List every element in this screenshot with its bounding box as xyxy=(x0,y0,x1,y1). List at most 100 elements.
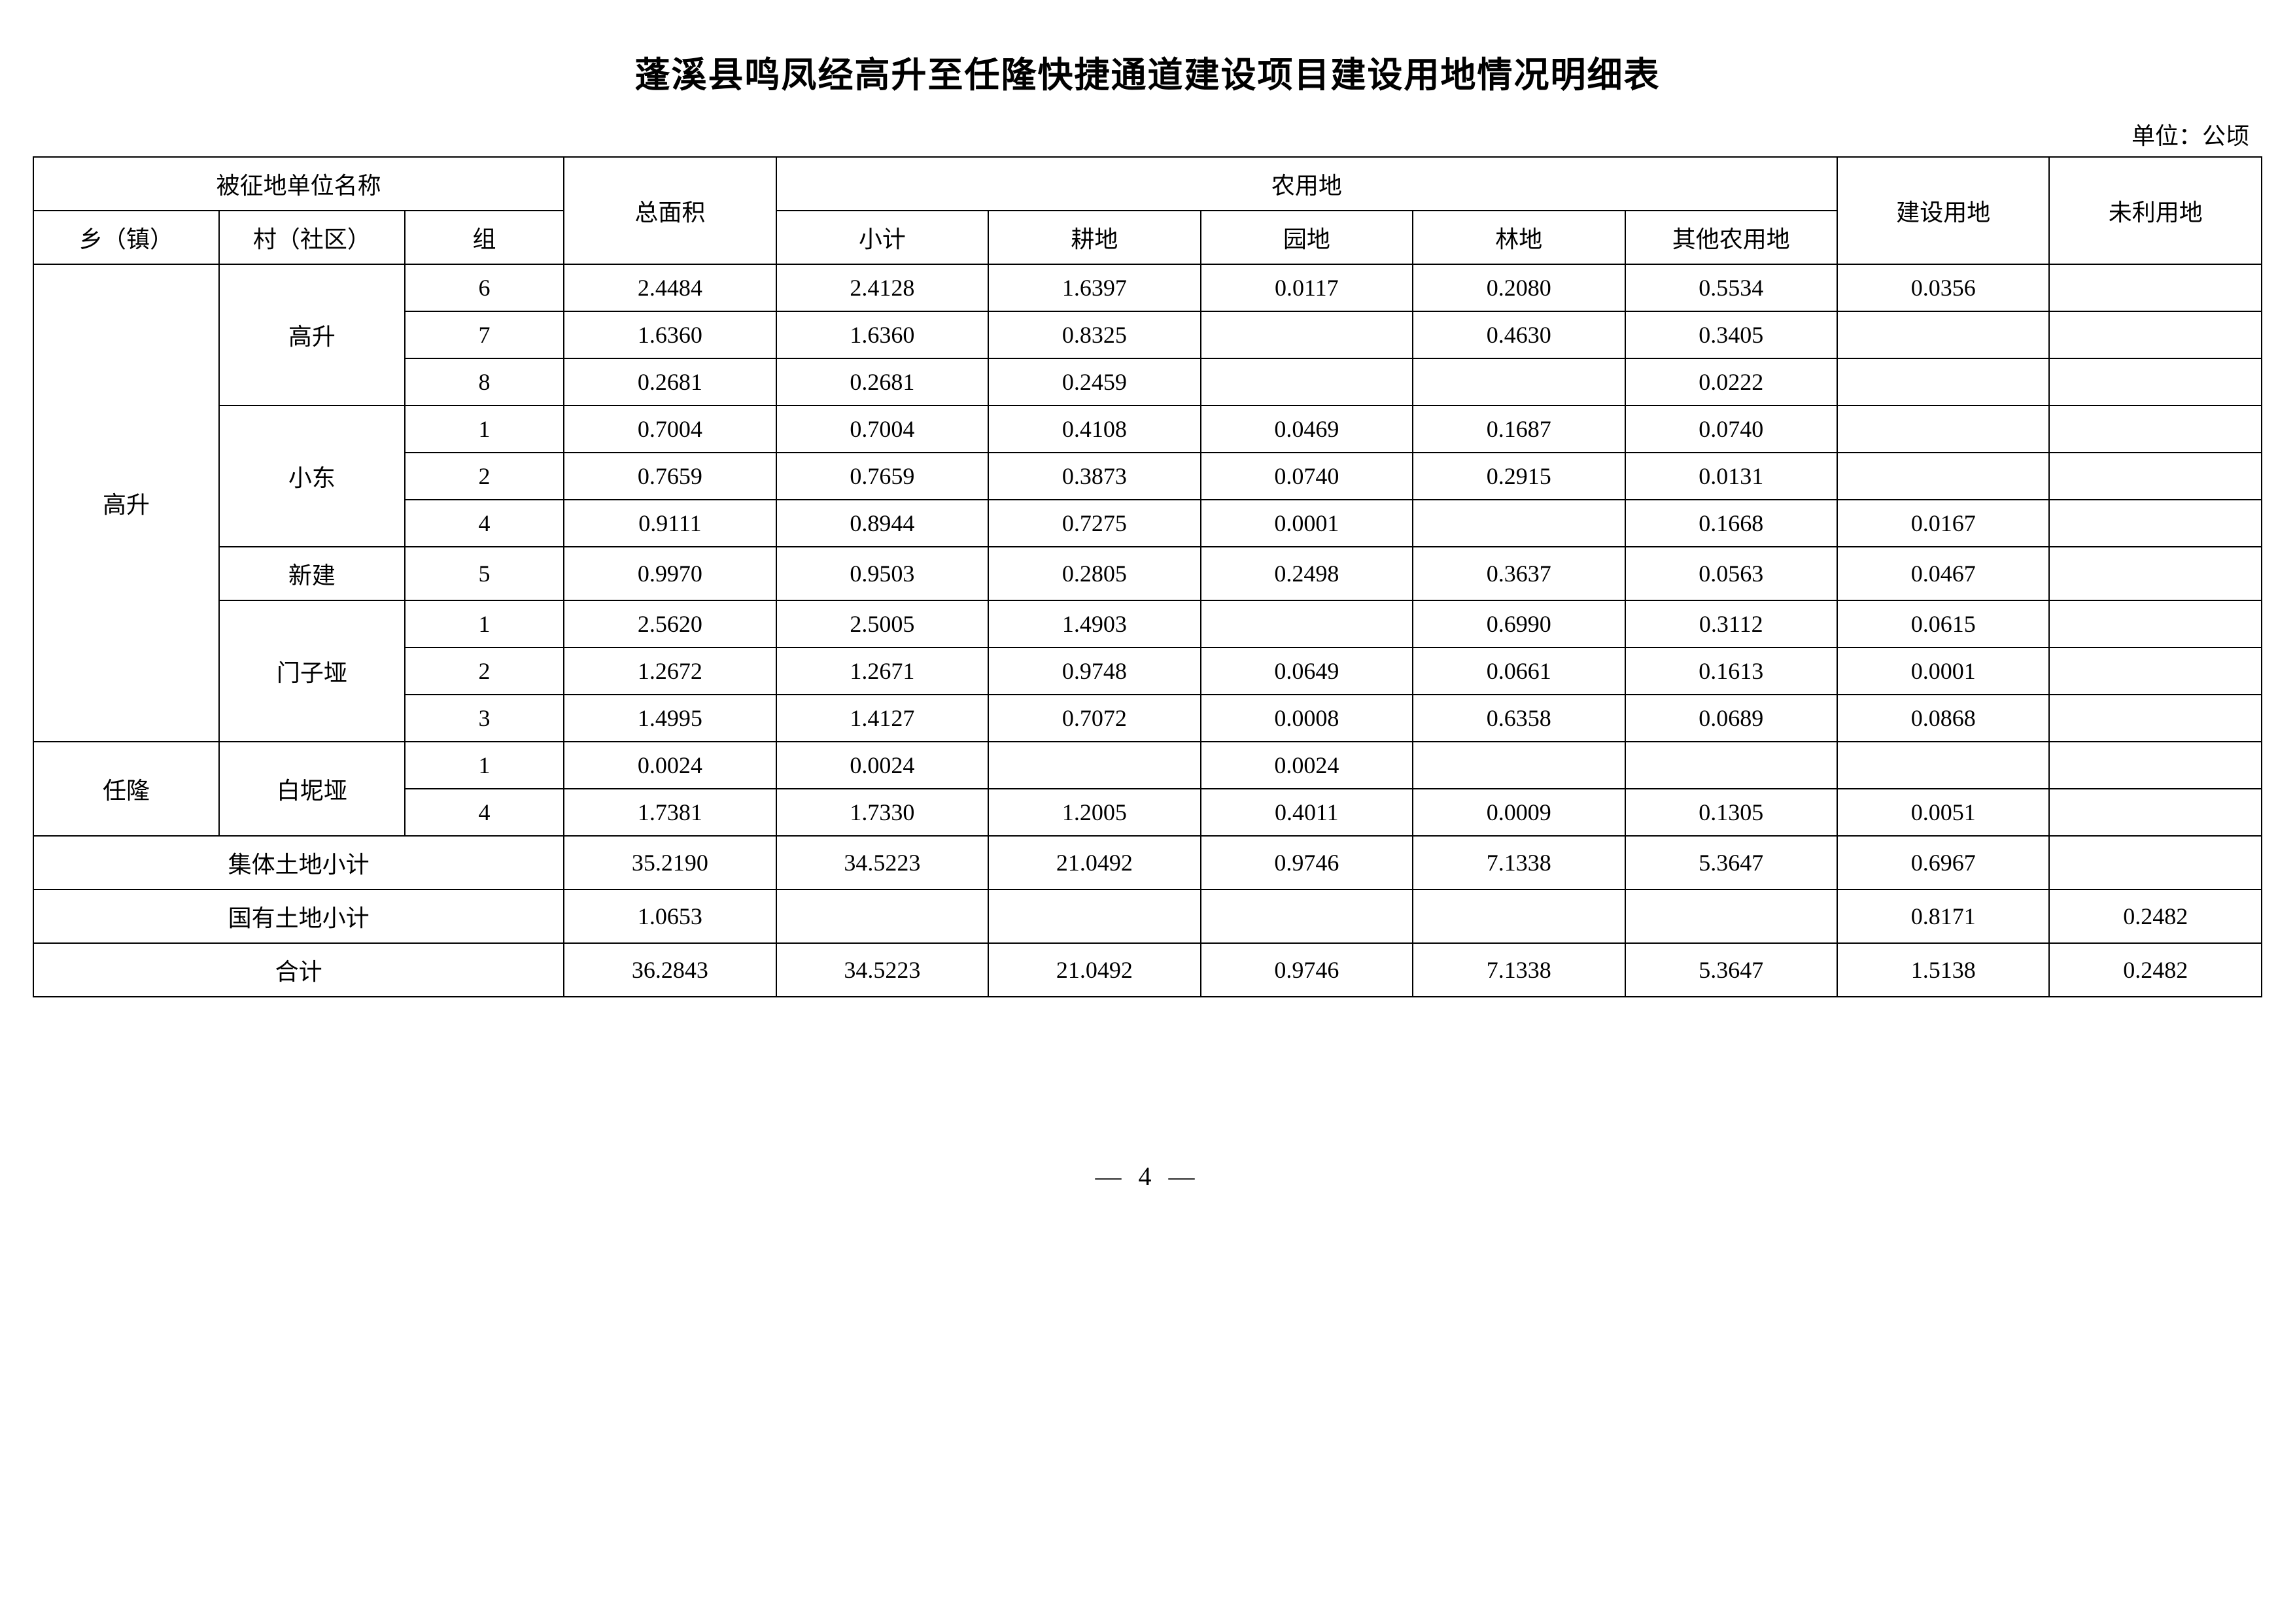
cell-other: 0.3405 xyxy=(1625,311,1837,358)
cell-other xyxy=(1625,890,1837,943)
cell-total: 0.9111 xyxy=(564,500,776,547)
cell-total: 36.2843 xyxy=(564,943,776,997)
cell-forest: 0.1687 xyxy=(1413,406,1625,453)
summary-label: 集体土地小计 xyxy=(33,836,564,890)
cell-garden xyxy=(1201,311,1413,358)
cell-construction xyxy=(1837,406,2049,453)
cell-sub: 0.0024 xyxy=(776,742,988,789)
cell-garden: 0.0001 xyxy=(1201,500,1413,547)
cell-forest: 0.6990 xyxy=(1413,600,1625,648)
cell-other: 0.0131 xyxy=(1625,453,1837,500)
cell-garden: 0.0117 xyxy=(1201,264,1413,311)
cell-sub: 2.5005 xyxy=(776,600,988,648)
cell-other: 0.1613 xyxy=(1625,648,1837,695)
cell-other: 0.5534 xyxy=(1625,264,1837,311)
cell-other: 0.0740 xyxy=(1625,406,1837,453)
cell-sub: 0.2681 xyxy=(776,358,988,406)
cell-construction xyxy=(1837,453,2049,500)
cell-arable: 21.0492 xyxy=(988,836,1200,890)
cell-construction: 0.0615 xyxy=(1837,600,2049,648)
cell-forest xyxy=(1413,358,1625,406)
cell-arable: 0.7072 xyxy=(988,695,1200,742)
header-row-1: 被征地单位名称 总面积 农用地 建设用地 未利用地 xyxy=(33,157,2262,211)
cell-sub xyxy=(776,890,988,943)
cell-total: 2.4484 xyxy=(564,264,776,311)
cell-unused xyxy=(2049,311,2262,358)
cell-total: 0.7659 xyxy=(564,453,776,500)
cell-forest: 0.0661 xyxy=(1413,648,1625,695)
cell-unused xyxy=(2049,453,2262,500)
cell-village: 高升 xyxy=(219,264,405,406)
cell-total: 1.4995 xyxy=(564,695,776,742)
cell-other: 0.0563 xyxy=(1625,547,1837,600)
cell-sub: 1.6360 xyxy=(776,311,988,358)
cell-group: 2 xyxy=(405,453,564,500)
cell-construction: 0.0001 xyxy=(1837,648,2049,695)
summary-row-total: 合计 36.2843 34.5223 21.0492 0.9746 7.1338… xyxy=(33,943,2262,997)
cell-town: 高升 xyxy=(33,264,219,742)
cell-village: 门子垭 xyxy=(219,600,405,742)
cell-unused xyxy=(2049,789,2262,836)
table-row: 高升 高升 6 2.4484 2.4128 1.6397 0.0117 0.20… xyxy=(33,264,2262,311)
cell-unused: 0.2482 xyxy=(2049,890,2262,943)
cell-garden: 0.0469 xyxy=(1201,406,1413,453)
cell-forest: 0.6358 xyxy=(1413,695,1625,742)
cell-garden xyxy=(1201,600,1413,648)
cell-total: 1.7381 xyxy=(564,789,776,836)
cell-unused xyxy=(2049,264,2262,311)
cell-garden: 0.0649 xyxy=(1201,648,1413,695)
cell-arable: 0.7275 xyxy=(988,500,1200,547)
cell-village: 新建 xyxy=(219,547,405,600)
cell-other: 0.3112 xyxy=(1625,600,1837,648)
cell-arable: 1.2005 xyxy=(988,789,1200,836)
cell-arable xyxy=(988,742,1200,789)
cell-arable: 0.8325 xyxy=(988,311,1200,358)
cell-sub: 1.7330 xyxy=(776,789,988,836)
cell-forest xyxy=(1413,890,1625,943)
header-village: 村（社区） xyxy=(219,211,405,264)
cell-garden: 0.9746 xyxy=(1201,836,1413,890)
header-unused: 未利用地 xyxy=(2049,157,2262,264)
cell-other: 5.3647 xyxy=(1625,836,1837,890)
header-total-area: 总面积 xyxy=(564,157,776,264)
cell-arable: 0.3873 xyxy=(988,453,1200,500)
cell-other xyxy=(1625,742,1837,789)
cell-construction: 0.0167 xyxy=(1837,500,2049,547)
cell-town: 任隆 xyxy=(33,742,219,836)
cell-group: 5 xyxy=(405,547,564,600)
cell-sub: 0.8944 xyxy=(776,500,988,547)
cell-other: 0.0689 xyxy=(1625,695,1837,742)
cell-sub: 34.5223 xyxy=(776,836,988,890)
cell-forest: 7.1338 xyxy=(1413,836,1625,890)
cell-other: 0.1668 xyxy=(1625,500,1837,547)
cell-village: 小东 xyxy=(219,406,405,547)
cell-forest: 7.1338 xyxy=(1413,943,1625,997)
table-row: 小东 1 0.7004 0.7004 0.4108 0.0469 0.1687 … xyxy=(33,406,2262,453)
cell-arable: 21.0492 xyxy=(988,943,1200,997)
cell-arable xyxy=(988,890,1200,943)
cell-unused xyxy=(2049,742,2262,789)
cell-total: 0.7004 xyxy=(564,406,776,453)
header-agri-land: 农用地 xyxy=(776,157,1837,211)
cell-group: 6 xyxy=(405,264,564,311)
table-row: 新建 5 0.9970 0.9503 0.2805 0.2498 0.3637 … xyxy=(33,547,2262,600)
header-garden: 园地 xyxy=(1201,211,1413,264)
cell-arable: 0.9748 xyxy=(988,648,1200,695)
cell-group: 7 xyxy=(405,311,564,358)
cell-group: 1 xyxy=(405,406,564,453)
cell-total: 0.2681 xyxy=(564,358,776,406)
cell-sub: 0.7659 xyxy=(776,453,988,500)
cell-construction: 0.0051 xyxy=(1837,789,2049,836)
table-row: 任隆 白坭垭 1 0.0024 0.0024 0.0024 xyxy=(33,742,2262,789)
cell-unused xyxy=(2049,695,2262,742)
cell-arable: 1.6397 xyxy=(988,264,1200,311)
cell-arable: 0.2805 xyxy=(988,547,1200,600)
cell-forest xyxy=(1413,742,1625,789)
cell-other: 5.3647 xyxy=(1625,943,1837,997)
cell-arable: 0.2459 xyxy=(988,358,1200,406)
cell-construction: 0.8171 xyxy=(1837,890,2049,943)
cell-other: 0.0222 xyxy=(1625,358,1837,406)
cell-unused xyxy=(2049,358,2262,406)
cell-unused xyxy=(2049,500,2262,547)
cell-sub: 1.2671 xyxy=(776,648,988,695)
